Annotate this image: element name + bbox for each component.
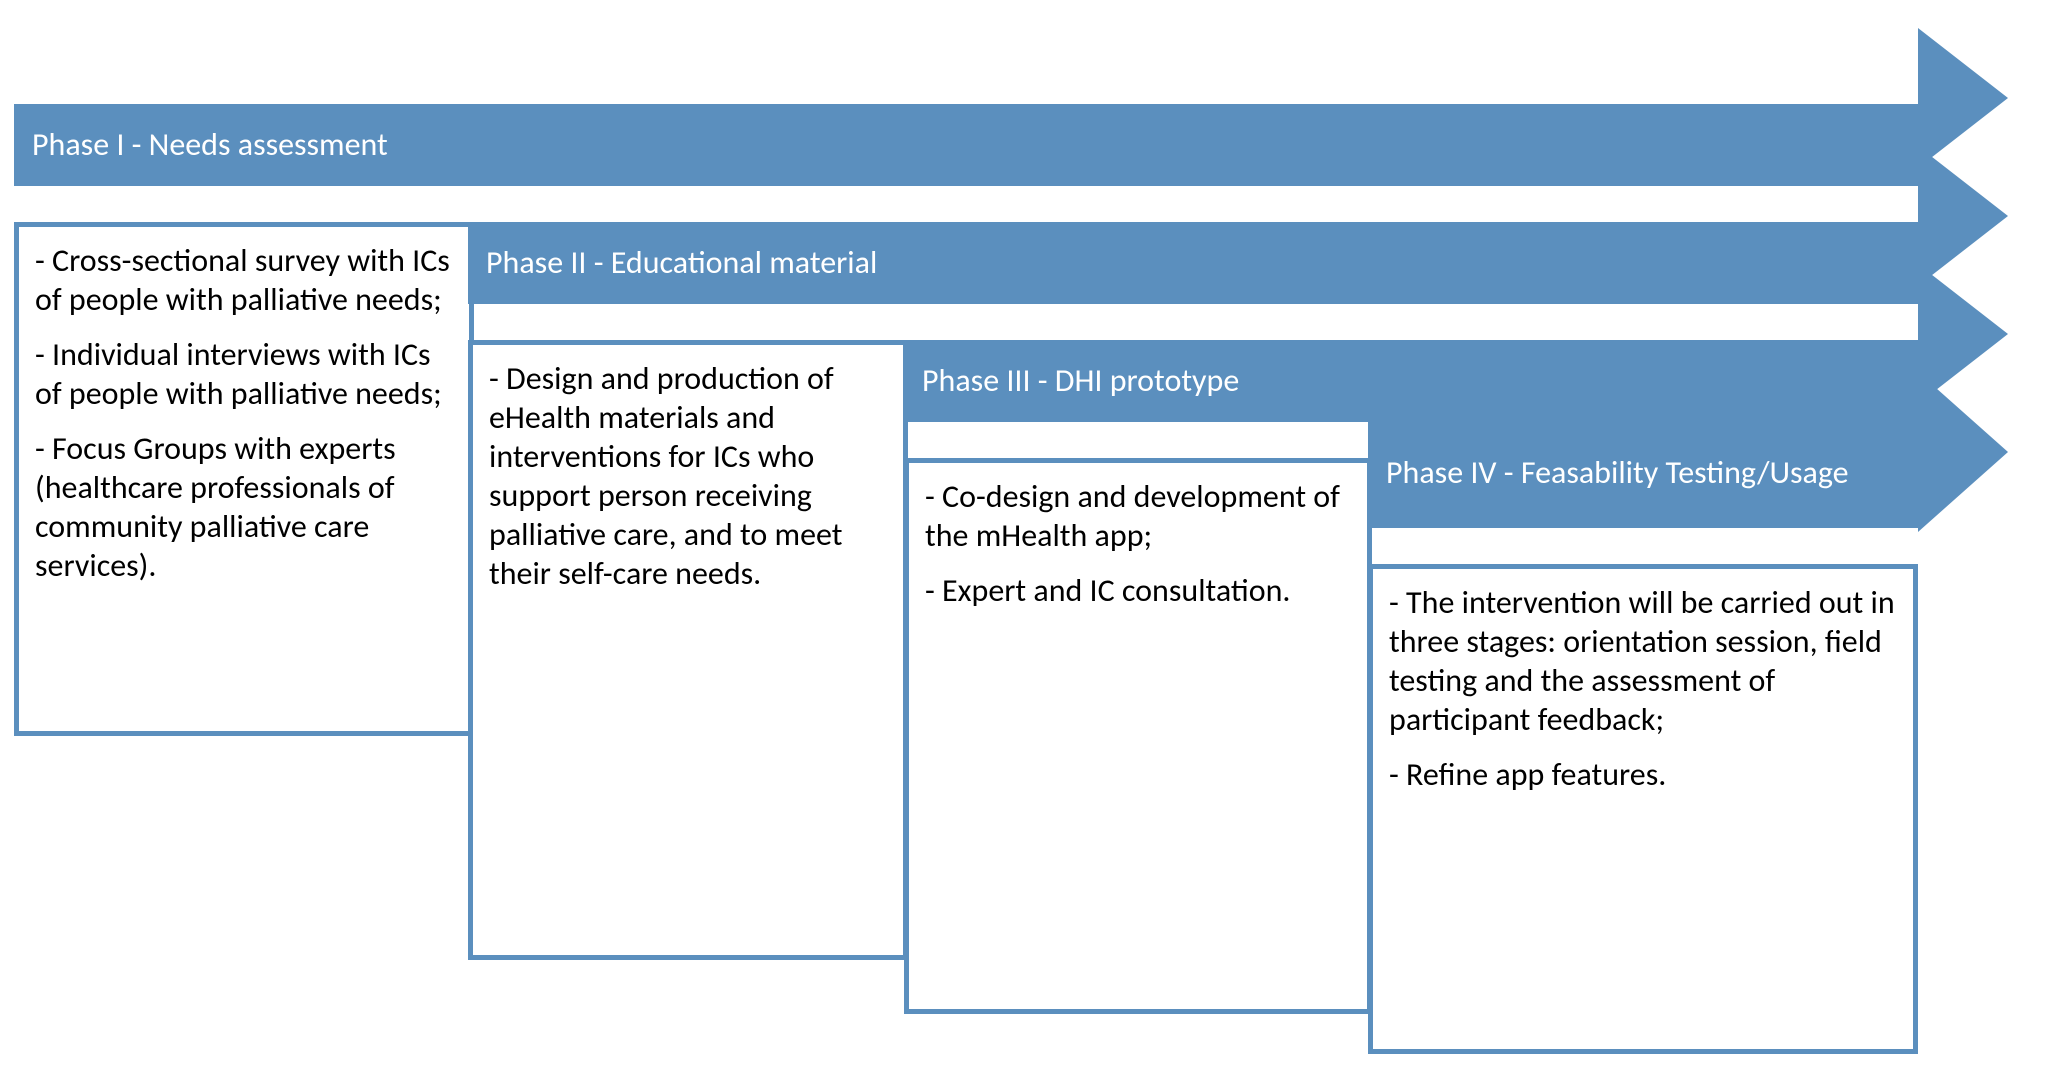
phase-item: - Co-design and development of the mHeal…	[925, 477, 1351, 555]
phase-content-box-1: - Cross-sectional survey with ICs of peo…	[14, 222, 474, 736]
phase-item: - Design and production of eHealth mater…	[489, 359, 887, 593]
phase-content-box-3: - Co-design and development of the mHeal…	[904, 458, 1372, 1014]
phase-item: - Focus Groups with experts (healthcare …	[35, 429, 453, 585]
phase-content-box-2: - Design and production of eHealth mater…	[468, 340, 908, 960]
phase-title-bar-4: Phase IV - Feasability Testing/Usage	[1368, 418, 1918, 528]
phase-arrow-head-4	[1918, 372, 2008, 532]
phase-item: - Refine app features.	[1389, 755, 1897, 794]
phase-item: - Cross-sectional survey with ICs of peo…	[35, 241, 453, 319]
phase-title-bar-1: Phase I - Needs assessment	[14, 104, 1918, 186]
phase-item: - The intervention will be carried out i…	[1389, 583, 1897, 739]
phase-item: - Expert and IC consultation.	[925, 571, 1351, 610]
phase-title-1: Phase I - Needs assessment	[32, 127, 388, 164]
phase-title-bar-3: Phase III - DHI prototype	[904, 340, 1918, 422]
phase-item: - Individual interviews with ICs of peop…	[35, 335, 453, 413]
phase-title-3: Phase III - DHI prototype	[922, 363, 1239, 400]
phase-title-2: Phase II - Educational material	[486, 245, 877, 282]
phase-content-box-4: - The intervention will be carried out i…	[1368, 564, 1918, 1054]
phase-title-bar-2: Phase II - Educational material	[468, 222, 1918, 304]
phase-title-4: Phase IV - Feasability Testing/Usage	[1386, 455, 1849, 492]
